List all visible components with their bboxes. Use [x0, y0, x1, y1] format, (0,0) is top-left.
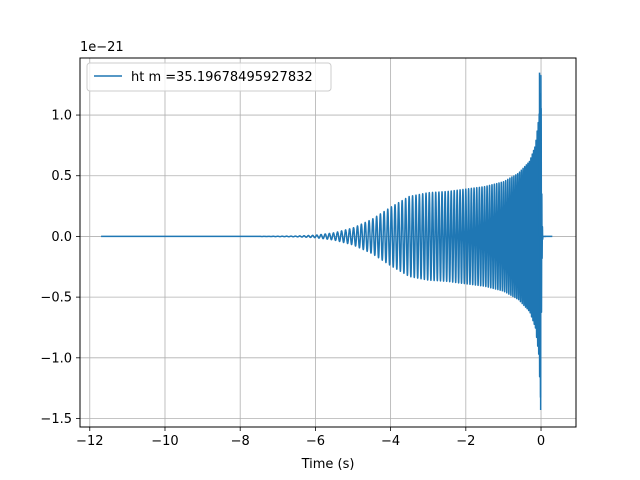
y-tick-label: 0.5	[51, 169, 72, 184]
x-tick-label: 0	[537, 434, 545, 449]
x-tick-label: −6	[306, 434, 325, 449]
legend: ht m =35.19678495927832	[86, 62, 332, 92]
x-tick-label: −12	[76, 434, 103, 449]
y-tick-label: 1.0	[51, 109, 72, 124]
x-axis-label: Time (s)	[301, 457, 355, 472]
y-tick-label: 0.0	[51, 230, 72, 245]
legend-label: ht m =35.19678495927832	[131, 70, 313, 85]
x-tick-label: −4	[381, 434, 400, 449]
plot-frame	[79, 57, 577, 428]
x-tick-label: −2	[456, 434, 475, 449]
y-tick-label: −1.0	[40, 351, 72, 366]
x-tick-label: −8	[231, 434, 250, 449]
y-offset-label: 1e−21	[80, 40, 124, 55]
x-tick-label: −10	[151, 434, 178, 449]
y-tick-label: −1.5	[40, 412, 72, 427]
y-tick-label: −0.5	[40, 291, 72, 306]
series-group	[100, 72, 554, 411]
series-line	[100, 74, 554, 399]
legend-box	[86, 62, 332, 92]
ticks: −12 −10 −8 −6 −4 −2 0 −1.5 −1.0 −0.5 0.0 0.5 1.0	[40, 109, 545, 449]
